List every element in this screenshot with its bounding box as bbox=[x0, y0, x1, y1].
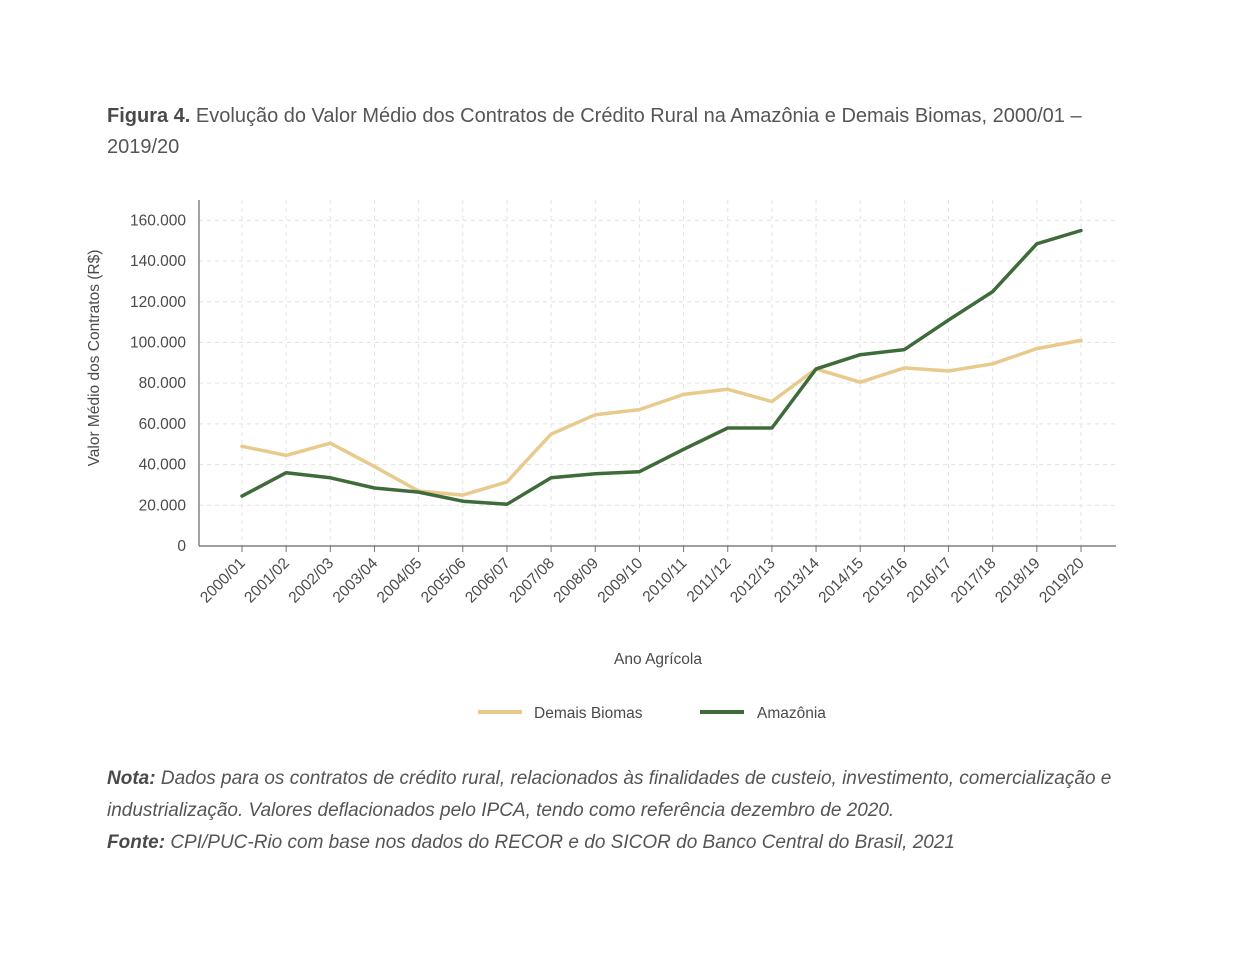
x-tick-label: 2010/11 bbox=[640, 555, 691, 606]
x-tick-label: 2016/17 bbox=[904, 555, 956, 607]
y-tick-label: 40.000 bbox=[139, 457, 187, 474]
y-tick-labels: 0 20.000 40.000 60.000 80.000 100.000 120.000 1… bbox=[130, 212, 186, 555]
x-tick-label: 2017/18 bbox=[948, 555, 1000, 607]
x-tick-label: 2013/14 bbox=[771, 555, 823, 607]
y-tick-label: 60.000 bbox=[139, 416, 187, 433]
figure-title: Figura 4. Evolução do Valor Médio dos Co… bbox=[107, 101, 1107, 163]
series-line-demais-biomas bbox=[240, 338, 1083, 497]
y-tick-label: 120.000 bbox=[130, 294, 186, 311]
legend-label: Demais Biomas bbox=[534, 705, 643, 722]
legend-item: Demais Biomas bbox=[478, 705, 643, 722]
figure-label: Figura 4. bbox=[107, 105, 191, 127]
x-tick-label: 2001/02 bbox=[241, 555, 293, 607]
x-tick-label: 2012/13 bbox=[727, 555, 779, 607]
nota-text: Dados para os contratos de crédito rural… bbox=[107, 768, 1112, 821]
x-tick-label: 2002/03 bbox=[286, 555, 338, 607]
x-tick-label: 2004/05 bbox=[374, 555, 426, 607]
x-tick-label: 2019/20 bbox=[1036, 555, 1088, 607]
x-tick-labels: 2000/012001/022002/032003/042004/052005/… bbox=[197, 555, 1088, 607]
x-tick-label: 2005/06 bbox=[418, 555, 470, 607]
series-line-amazonia bbox=[240, 228, 1083, 507]
figure-title-text: Evolução do Valor Médio dos Contratos de… bbox=[107, 105, 1082, 158]
legend-item: Amazônia bbox=[700, 705, 826, 722]
series-lines bbox=[240, 228, 1083, 507]
x-tick-label: 2008/09 bbox=[550, 555, 602, 607]
grid-lines bbox=[199, 200, 1116, 546]
y-tick-label: 0 bbox=[177, 538, 186, 555]
x-tick-label: 2000/01 bbox=[197, 555, 249, 607]
x-tick-label: 2007/08 bbox=[506, 555, 558, 607]
legend-label: Amazônia bbox=[757, 705, 826, 722]
y-tick-label: 20.000 bbox=[139, 497, 187, 514]
y-tick-label: 100.000 bbox=[130, 334, 186, 351]
x-axis-label: Ano Agrícola bbox=[614, 651, 702, 668]
notes: Nota: Dados para os contratos de crédito… bbox=[107, 763, 1167, 859]
nota-label: Nota: bbox=[107, 768, 156, 789]
fonte-paragraph: Fonte: CPI/PUC-Rio com base nos dados do… bbox=[107, 827, 1167, 859]
y-tick-label: 160.000 bbox=[130, 212, 186, 229]
y-axis-label: Valor Médio dos Contratos (R$) bbox=[86, 250, 103, 467]
y-tick-label: 140.000 bbox=[130, 253, 186, 270]
x-tick-label: 2015/16 bbox=[860, 555, 912, 607]
x-tick-label: 2009/10 bbox=[595, 555, 647, 607]
axes bbox=[198, 200, 1116, 552]
x-tick-label: 2018/19 bbox=[992, 555, 1044, 607]
nota-paragraph: Nota: Dados para os contratos de crédito… bbox=[107, 763, 1167, 827]
x-tick-label: 2014/15 bbox=[815, 555, 867, 607]
fonte-label: Fonte: bbox=[107, 832, 166, 853]
x-tick-label: 2003/04 bbox=[330, 555, 382, 607]
x-tick-label: 2006/07 bbox=[462, 555, 514, 607]
y-tick-label: 80.000 bbox=[139, 375, 187, 392]
x-tick-label: 2011/12 bbox=[684, 555, 735, 606]
fonte-text: CPI/PUC-Rio com base nos dados do RECOR … bbox=[165, 832, 955, 853]
legend: Demais Biomas Amazônia bbox=[478, 705, 826, 722]
